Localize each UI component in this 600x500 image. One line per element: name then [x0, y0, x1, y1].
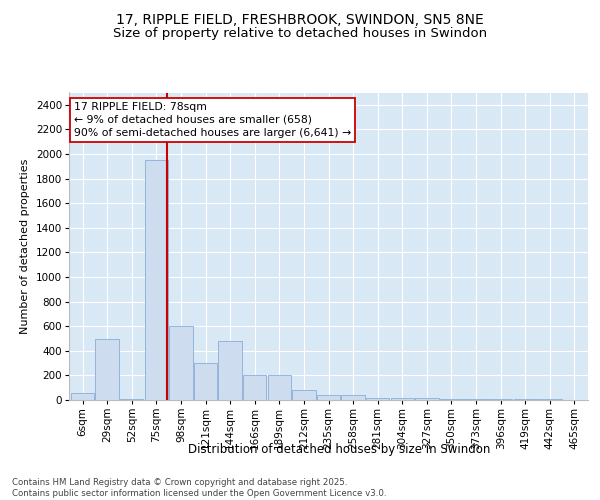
Bar [341, 395, 365, 400]
Bar [194, 363, 217, 400]
Bar [538, 399, 562, 400]
Bar [71, 392, 94, 400]
Y-axis label: Number of detached properties: Number of detached properties [20, 158, 30, 334]
Bar [268, 376, 291, 400]
Text: Contains HM Land Registry data © Crown copyright and database right 2025.
Contai: Contains HM Land Registry data © Crown c… [12, 478, 386, 498]
Text: Size of property relative to detached houses in Swindon: Size of property relative to detached ho… [113, 28, 487, 40]
Bar [464, 399, 488, 400]
Bar [292, 390, 316, 400]
Bar [415, 398, 439, 400]
Bar [95, 338, 119, 400]
Text: Distribution of detached houses by size in Swindon: Distribution of detached houses by size … [188, 442, 490, 456]
Bar [243, 376, 266, 400]
Text: 17 RIPPLE FIELD: 78sqm
← 9% of detached houses are smaller (658)
90% of semi-det: 17 RIPPLE FIELD: 78sqm ← 9% of detached … [74, 102, 352, 138]
Bar [145, 160, 168, 400]
Bar [366, 398, 389, 400]
Bar [169, 326, 193, 400]
Bar [218, 341, 242, 400]
Bar [317, 395, 340, 400]
Bar [391, 398, 414, 400]
Text: 17, RIPPLE FIELD, FRESHBROOK, SWINDON, SN5 8NE: 17, RIPPLE FIELD, FRESHBROOK, SWINDON, S… [116, 12, 484, 26]
